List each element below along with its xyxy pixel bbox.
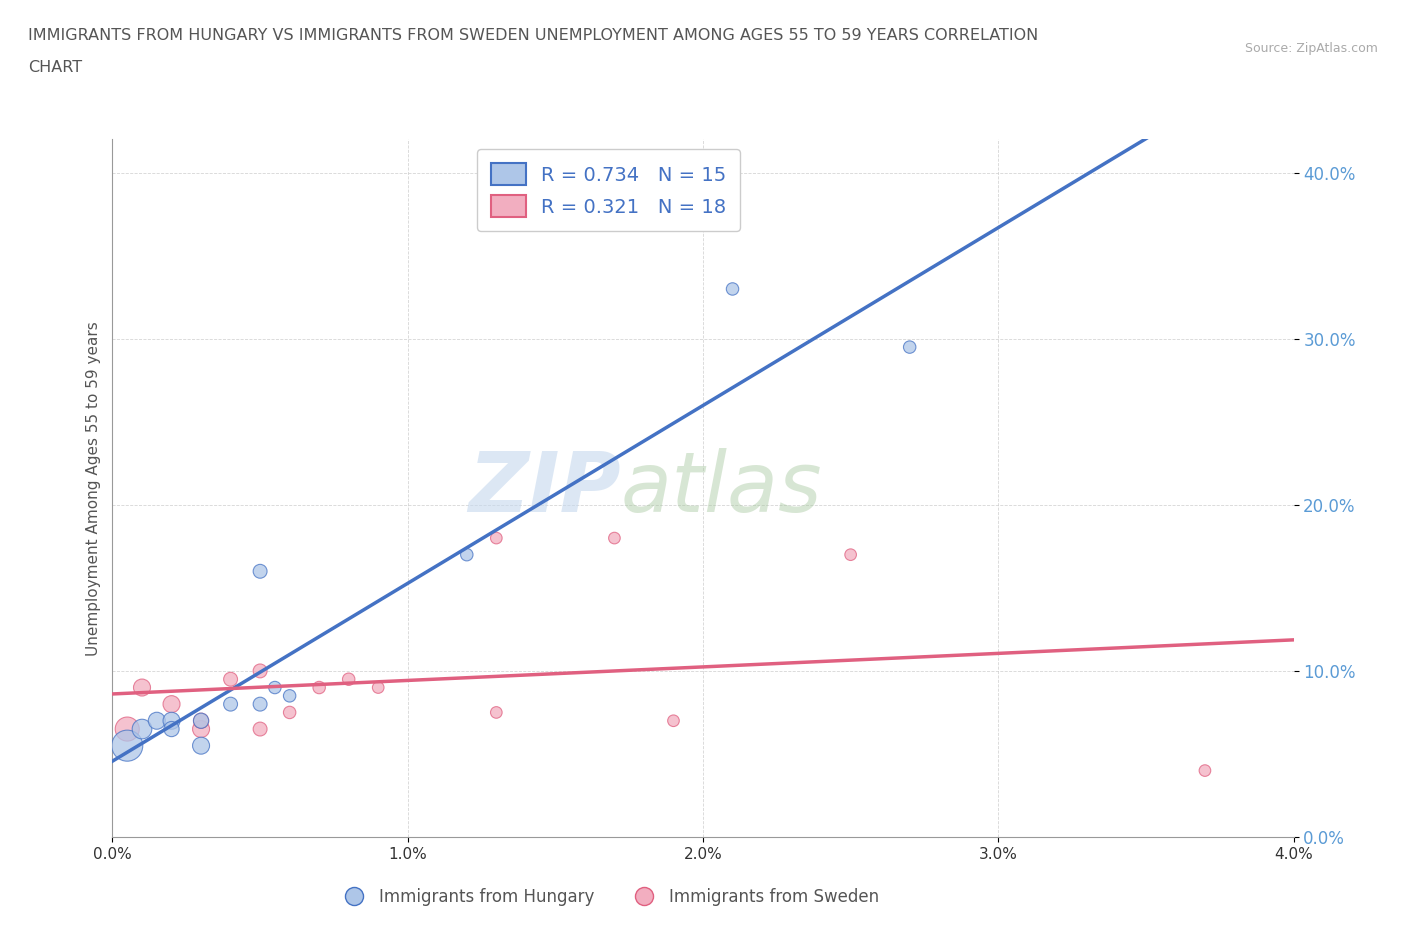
Point: [278, 688, 301, 703]
Point: [219, 697, 242, 711]
Point: [308, 680, 330, 695]
Point: [367, 680, 389, 695]
Point: [898, 339, 921, 354]
Point: [721, 282, 744, 297]
Point: [249, 697, 271, 711]
Point: [1194, 764, 1216, 778]
Point: [249, 564, 271, 578]
Point: [190, 738, 212, 753]
Point: [662, 713, 685, 728]
Text: atlas: atlas: [620, 447, 823, 529]
Point: [131, 722, 153, 737]
Point: [146, 713, 169, 728]
Text: Source: ZipAtlas.com: Source: ZipAtlas.com: [1244, 42, 1378, 55]
Text: ZIP: ZIP: [468, 447, 620, 529]
Point: [190, 713, 212, 728]
Point: [190, 722, 212, 737]
Point: [117, 738, 138, 753]
Point: [337, 671, 360, 686]
Point: [249, 663, 271, 678]
Point: [485, 705, 508, 720]
Point: [117, 722, 138, 737]
Text: CHART: CHART: [28, 60, 82, 75]
Point: [278, 705, 301, 720]
Point: [219, 671, 242, 686]
Y-axis label: Unemployment Among Ages 55 to 59 years: Unemployment Among Ages 55 to 59 years: [86, 321, 101, 656]
Legend: Immigrants from Hungary, Immigrants from Sweden: Immigrants from Hungary, Immigrants from…: [330, 881, 886, 912]
Point: [839, 547, 862, 562]
Point: [160, 722, 183, 737]
Point: [160, 697, 183, 711]
Point: [485, 531, 508, 546]
Text: IMMIGRANTS FROM HUNGARY VS IMMIGRANTS FROM SWEDEN UNEMPLOYMENT AMONG AGES 55 TO : IMMIGRANTS FROM HUNGARY VS IMMIGRANTS FR…: [28, 28, 1039, 43]
Point: [160, 713, 183, 728]
Point: [249, 722, 271, 737]
Point: [456, 547, 478, 562]
Point: [131, 680, 153, 695]
Point: [190, 713, 212, 728]
Point: [264, 680, 287, 695]
Point: [603, 531, 626, 546]
